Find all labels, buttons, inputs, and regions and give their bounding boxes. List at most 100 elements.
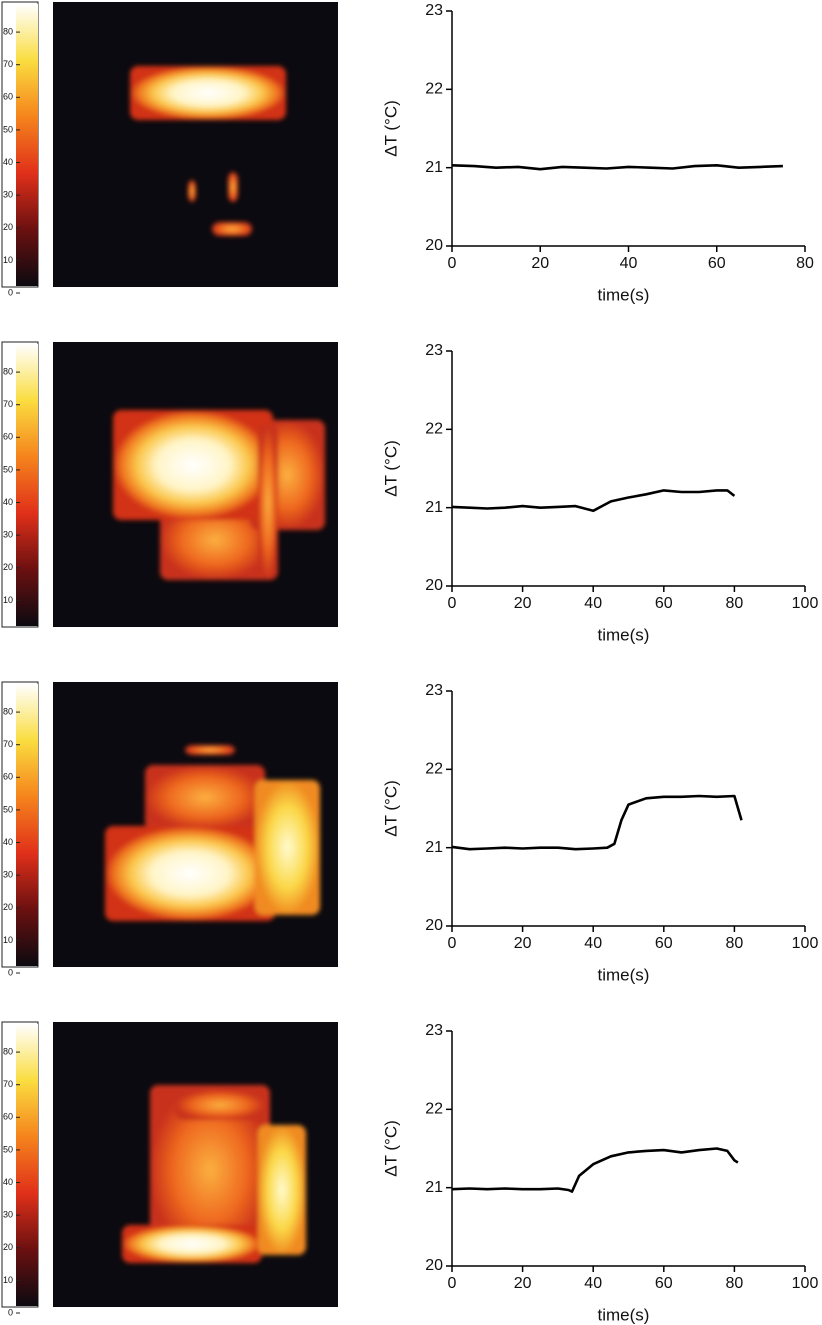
colorbar-tick-label: 0 xyxy=(8,287,13,297)
data-line xyxy=(451,1147,739,1193)
colorbar xyxy=(16,344,38,626)
x-tick-label: 100 xyxy=(792,935,819,952)
colorbar-tick-label: 70 xyxy=(3,59,13,69)
thermal-region xyxy=(255,780,320,915)
colorbar-tick-label: 40 xyxy=(3,497,13,507)
x-tick-label: 0 xyxy=(448,935,457,952)
y-axis-label: ΔT (°C) xyxy=(381,780,400,837)
colorbar xyxy=(16,684,38,966)
colorbar-tick-label: 50 xyxy=(3,464,13,474)
y-tick-label: 22 xyxy=(425,421,443,438)
thermal-region xyxy=(145,765,265,830)
colorbar-tick-label: 50 xyxy=(3,1144,13,1154)
colorbar-tick-label: 70 xyxy=(3,1079,13,1089)
y-axis-label: ΔT (°C) xyxy=(381,1120,400,1177)
y-axis-label: ΔT (°C) xyxy=(381,440,400,497)
thermal-region xyxy=(212,222,252,236)
x-tick-label: 60 xyxy=(655,935,673,952)
colorbar-tick-label: 0 xyxy=(8,1307,13,1317)
colorbar-tick-label: 80 xyxy=(3,26,13,36)
thermal-region xyxy=(228,172,238,202)
colorbar xyxy=(16,4,38,286)
thermal-blobs xyxy=(130,66,286,236)
y-axis-label: ΔT (°C) xyxy=(381,100,400,157)
thermal-region xyxy=(105,826,275,921)
x-tick-label: 40 xyxy=(584,1275,602,1292)
colorbar-tick-label: 40 xyxy=(3,157,13,167)
x-axis-label: time(s) xyxy=(598,965,650,984)
data-line xyxy=(451,164,783,171)
y-tick-label: 22 xyxy=(425,81,443,98)
x-tick-label: 80 xyxy=(726,595,744,612)
x-tick-label: 20 xyxy=(514,935,532,952)
colorbar-tick-label: 10 xyxy=(3,935,13,945)
y-tick-label: 20 xyxy=(425,237,443,254)
colorbar-tick-label: 40 xyxy=(3,837,13,847)
colorbar-tick-label: 60 xyxy=(3,432,13,442)
colorbar-tick-label: 70 xyxy=(3,399,13,409)
colorbar-tick-label: 80 xyxy=(3,1046,13,1056)
x-tick-label: 60 xyxy=(655,1275,673,1292)
thermal-region xyxy=(185,745,235,755)
x-tick-label: 0 xyxy=(448,595,457,612)
y-tick-label: 22 xyxy=(425,761,443,778)
thermal-region xyxy=(258,1125,306,1255)
x-tick-label: 60 xyxy=(708,255,726,272)
x-tick-label: 0 xyxy=(448,1275,457,1292)
colorbar-tick-label: 60 xyxy=(3,92,13,102)
colorbar-tick-label: 0 xyxy=(8,967,13,977)
colorbar xyxy=(16,1024,38,1306)
colorbar-tick-label: 30 xyxy=(3,870,13,880)
x-axis-label: time(s) xyxy=(598,285,650,304)
thermal-blobs xyxy=(122,1085,306,1263)
thermal-region xyxy=(113,410,273,520)
thermal-blobs xyxy=(105,745,320,921)
x-tick-label: 40 xyxy=(584,935,602,952)
colorbar-tick-label: 10 xyxy=(3,595,13,605)
colorbar-tick-label: 20 xyxy=(3,562,13,572)
x-tick-label: 80 xyxy=(726,935,744,952)
x-axis-label: time(s) xyxy=(598,1305,650,1324)
y-tick-label: 23 xyxy=(425,682,443,699)
y-tick-label: 23 xyxy=(425,1022,443,1039)
colorbar-tick-label: 20 xyxy=(3,902,13,912)
x-tick-label: 20 xyxy=(531,255,549,272)
data-line xyxy=(451,794,743,851)
x-tick-label: 100 xyxy=(792,595,819,612)
y-tick-label: 20 xyxy=(425,1257,443,1274)
thermal-region xyxy=(130,66,286,120)
x-tick-label: 100 xyxy=(792,1275,819,1292)
y-tick-label: 23 xyxy=(425,2,443,19)
x-tick-label: 40 xyxy=(584,595,602,612)
colorbar-tick-label: 80 xyxy=(3,366,13,376)
thermal-region xyxy=(188,180,196,202)
thermal-region xyxy=(122,1225,262,1263)
colorbar-tick-label: 20 xyxy=(3,222,13,232)
colorbar-tick-label: 40 xyxy=(3,1177,13,1187)
y-tick-label: 21 xyxy=(425,839,443,856)
thermal-region xyxy=(150,1085,270,1255)
y-tick-label: 21 xyxy=(425,1179,443,1196)
x-tick-label: 20 xyxy=(514,1275,532,1292)
data-line xyxy=(451,489,736,513)
colorbar-tick-label: 60 xyxy=(3,1112,13,1122)
colorbar-tick-label: 50 xyxy=(3,804,13,814)
y-tick-label: 20 xyxy=(425,577,443,594)
colorbar-tick-label: 70 xyxy=(3,739,13,749)
colorbar-tick-label: 60 xyxy=(3,772,13,782)
x-tick-label: 0 xyxy=(448,255,457,272)
colorbar-tick-label: 20 xyxy=(3,1242,13,1252)
x-axis-label: time(s) xyxy=(598,625,650,644)
colorbar-tick-label: 80 xyxy=(3,706,13,716)
thermal-blobs xyxy=(113,410,325,580)
y-tick-label: 22 xyxy=(425,1101,443,1118)
thermal-image xyxy=(53,2,338,287)
thermal-region xyxy=(258,425,278,580)
colorbar-tick-label: 10 xyxy=(3,255,13,265)
x-tick-label: 80 xyxy=(726,1275,744,1292)
y-tick-label: 21 xyxy=(425,159,443,176)
colorbar-tick-label: 30 xyxy=(3,1210,13,1220)
colorbar-tick-label: 30 xyxy=(3,530,13,540)
